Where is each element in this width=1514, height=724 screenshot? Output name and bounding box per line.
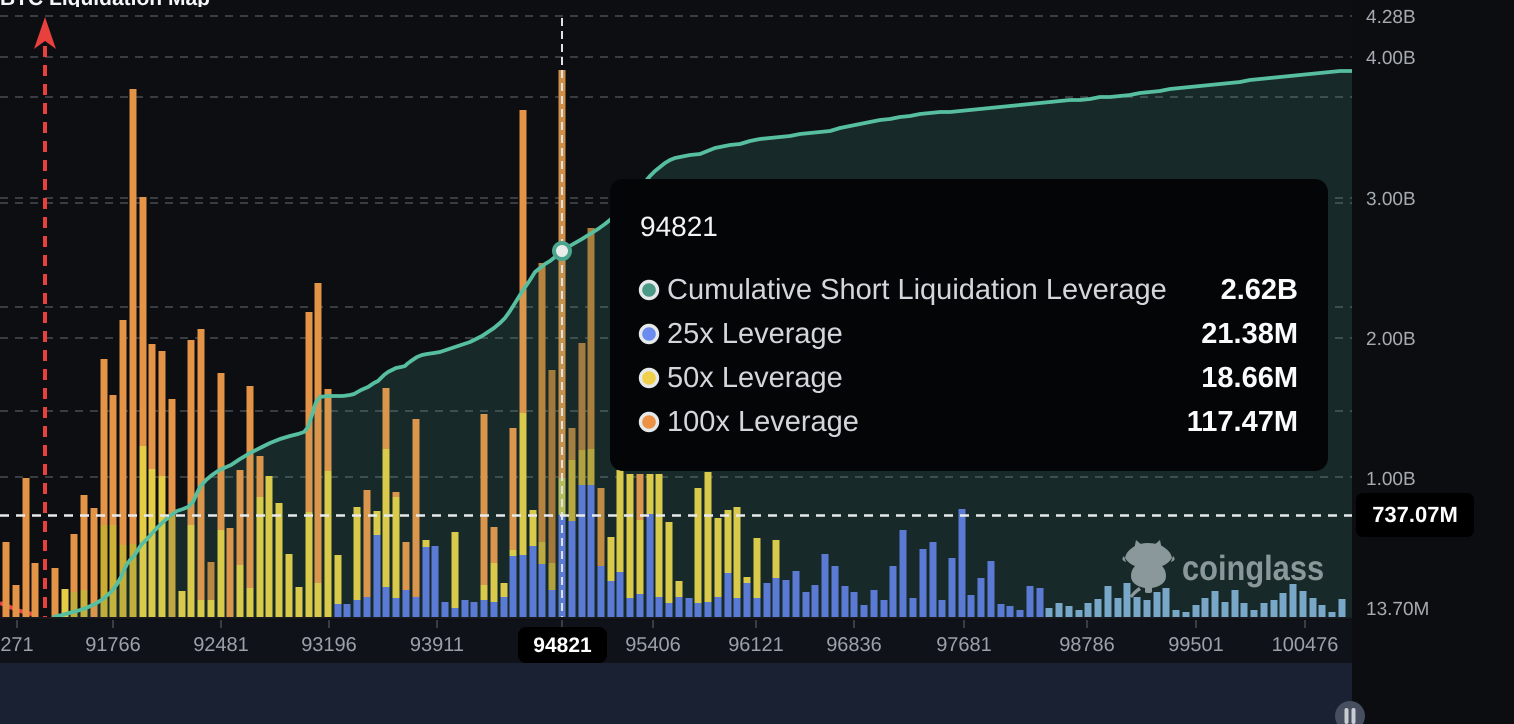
svg-text:96836: 96836 — [826, 634, 882, 656]
svg-text:18.66M: 18.66M — [1201, 362, 1298, 394]
svg-text:97681: 97681 — [936, 634, 992, 656]
svg-text:94821: 94821 — [533, 634, 592, 657]
svg-text:BTC Liquidation Map: BTC Liquidation Map — [0, 0, 210, 10]
svg-text:21.38M: 21.38M — [1201, 318, 1298, 350]
svg-text:94821: 94821 — [640, 211, 718, 242]
svg-text:coinglass: coinglass — [1182, 549, 1324, 588]
svg-text:4.00B: 4.00B — [1366, 48, 1416, 69]
svg-text:91766: 91766 — [85, 634, 141, 656]
svg-text:737.07M: 737.07M — [1372, 502, 1458, 527]
svg-text:Cumulative Short Liquidation L: Cumulative Short Liquidation Leverage — [667, 274, 1167, 306]
svg-text:1.00B: 1.00B — [1366, 469, 1416, 490]
svg-text:92481: 92481 — [193, 634, 249, 656]
svg-text:100476: 100476 — [1272, 634, 1339, 656]
svg-text:4.28B: 4.28B — [1366, 7, 1416, 28]
svg-text:50x Leverage: 50x Leverage — [667, 362, 843, 394]
svg-text:95406: 95406 — [625, 634, 681, 656]
svg-text:271: 271 — [0, 634, 33, 656]
svg-text:117.47M: 117.47M — [1187, 406, 1298, 438]
svg-text:2.00B: 2.00B — [1366, 329, 1416, 350]
svg-text:96121: 96121 — [728, 634, 784, 656]
svg-text:2.62B: 2.62B — [1221, 274, 1298, 306]
svg-text:93911: 93911 — [410, 634, 464, 656]
svg-text:93196: 93196 — [301, 634, 357, 656]
svg-text:98786: 98786 — [1059, 634, 1115, 656]
svg-text:100x Leverage: 100x Leverage — [667, 406, 859, 438]
svg-text:25x Leverage: 25x Leverage — [667, 318, 843, 350]
svg-text:13.70M: 13.70M — [1366, 599, 1429, 620]
svg-text:99501: 99501 — [1168, 634, 1224, 656]
svg-text:3.00B: 3.00B — [1366, 189, 1416, 210]
